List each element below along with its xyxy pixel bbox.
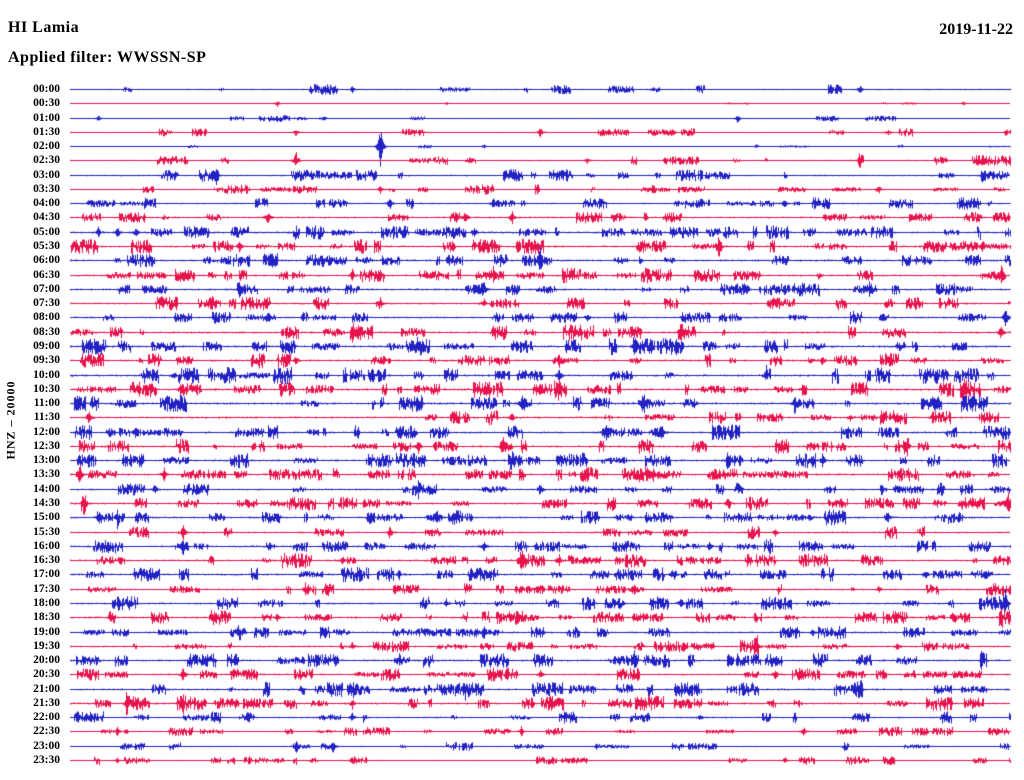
row-time-label: 19:30 bbox=[33, 640, 60, 652]
row-time-label: 13:00 bbox=[33, 454, 60, 466]
row-time-label: 18:00 bbox=[33, 597, 60, 609]
row-time-label: 02:30 bbox=[33, 154, 60, 166]
row-time-label: 16:30 bbox=[33, 554, 60, 566]
row-time-label: 11:30 bbox=[33, 411, 60, 423]
row-time-label: 12:30 bbox=[33, 440, 60, 452]
row-time-label: 03:30 bbox=[33, 183, 60, 195]
row-time-label: 05:30 bbox=[33, 240, 60, 252]
row-time-label: 14:30 bbox=[33, 497, 60, 509]
row-time-label: 22:30 bbox=[33, 725, 60, 737]
row-time-label: 17:00 bbox=[33, 568, 60, 580]
row-time-label: 08:00 bbox=[33, 311, 60, 323]
row-time-label: 10:30 bbox=[33, 383, 60, 395]
row-time-label: 02:00 bbox=[33, 140, 60, 152]
row-time-label: 23:00 bbox=[33, 740, 60, 752]
row-time-label: 17:30 bbox=[33, 583, 60, 595]
row-time-label: 22:00 bbox=[33, 711, 60, 723]
row-time-label: 01:30 bbox=[33, 126, 60, 138]
row-time-label: 20:30 bbox=[33, 668, 60, 680]
row-time-label: 11:00 bbox=[33, 397, 60, 409]
row-time-label: 21:00 bbox=[33, 683, 60, 695]
row-time-label: 09:00 bbox=[33, 340, 60, 352]
row-time-label: 01:00 bbox=[33, 112, 60, 124]
row-time-label: 07:30 bbox=[33, 297, 60, 309]
row-time-label: 05:00 bbox=[33, 226, 60, 238]
row-time-label: 19:00 bbox=[33, 626, 60, 638]
row-time-label: 00:30 bbox=[33, 97, 60, 109]
row-time-label: 08:30 bbox=[33, 326, 60, 338]
row-time-label: 03:00 bbox=[33, 169, 60, 181]
row-time-label: 07:00 bbox=[33, 283, 60, 295]
row-time-label: 09:30 bbox=[33, 354, 60, 366]
row-time-label: 06:30 bbox=[33, 269, 60, 281]
row-time-label: 21:30 bbox=[33, 697, 60, 709]
row-time-label: 12:00 bbox=[33, 426, 60, 438]
row-time-label: 14:00 bbox=[33, 483, 60, 495]
row-time-label: 04:00 bbox=[33, 197, 60, 209]
row-time-label: 15:00 bbox=[33, 511, 60, 523]
row-time-label: 23:30 bbox=[33, 754, 60, 766]
row-time-label: 16:00 bbox=[33, 540, 60, 552]
row-time-label: 10:00 bbox=[33, 369, 60, 381]
row-time-label: 18:30 bbox=[33, 611, 60, 623]
row-time-label: 04:30 bbox=[33, 211, 60, 223]
row-time-label: 13:30 bbox=[33, 468, 60, 480]
row-time-label: 20:00 bbox=[33, 654, 60, 666]
row-time-label: 06:00 bbox=[33, 254, 60, 266]
row-time-label: 15:30 bbox=[33, 526, 60, 538]
row-time-label: 00:00 bbox=[33, 83, 60, 95]
